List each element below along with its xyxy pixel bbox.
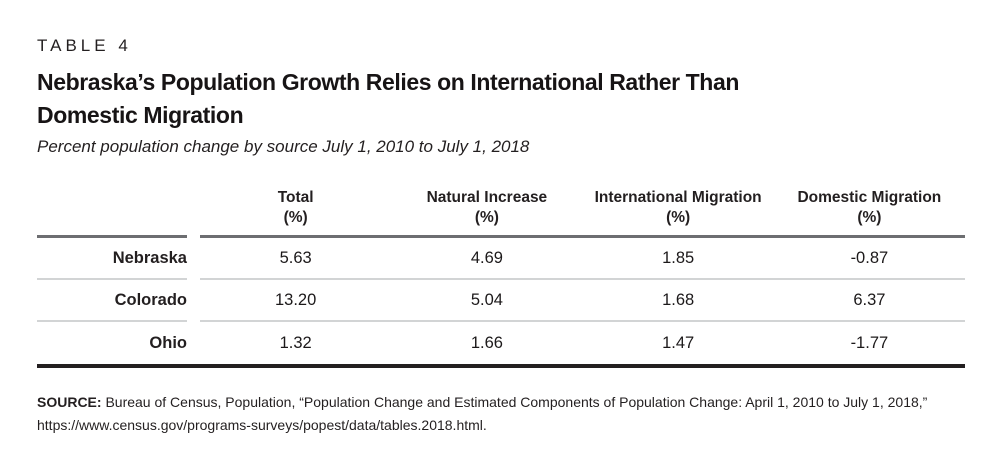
cell-natural-increase: 4.69 bbox=[470, 248, 503, 267]
row-rule-gap bbox=[187, 322, 200, 364]
column-header-unit: (%) bbox=[474, 209, 499, 226]
row-values: 5.63 4.69 1.85 -0.87 bbox=[200, 238, 965, 280]
table-row-colorado: Colorado 13.20 5.04 1.68 6.37 bbox=[37, 280, 965, 322]
cell-domestic-migration: -0.87 bbox=[850, 248, 889, 267]
row-values: 1.32 1.66 1.47 -1.77 bbox=[200, 322, 965, 364]
row-values: 13.20 5.04 1.68 6.37 bbox=[200, 280, 965, 322]
source-url: https://www.census.gov/programs-surveys/… bbox=[37, 417, 487, 433]
figure-subtitle: Percent population change by source July… bbox=[37, 137, 530, 156]
cell-natural-increase: 1.66 bbox=[470, 333, 503, 352]
column-header-unit: (%) bbox=[666, 209, 691, 226]
cell-international-migration: 1.85 bbox=[662, 248, 695, 267]
figure-title: Nebraska’s Population Growth Relies on I… bbox=[37, 66, 965, 132]
column-header-label: Domestic Migration bbox=[797, 189, 942, 206]
figure-title-line1: Nebraska’s Population Growth Relies on I… bbox=[37, 69, 739, 95]
column-header-natural-increase: Natural Increase (%) bbox=[391, 188, 582, 235]
header-cells: Total (%) Natural Increase (%) Internati… bbox=[200, 188, 965, 238]
header-row-label-spacer bbox=[37, 188, 187, 238]
header-rule-gap bbox=[187, 188, 200, 238]
cell-total: 1.32 bbox=[279, 333, 312, 352]
column-header-total: Total (%) bbox=[200, 188, 391, 235]
row-rule-gap bbox=[187, 238, 200, 280]
cell-international-migration: 1.68 bbox=[662, 290, 695, 309]
cell-domestic-migration: -1.77 bbox=[850, 333, 889, 352]
row-label: Ohio bbox=[149, 333, 187, 352]
column-header-label: Total bbox=[277, 189, 314, 206]
cell-total: 13.20 bbox=[274, 290, 317, 309]
column-header-international-migration: International Migration (%) bbox=[583, 188, 774, 235]
row-label: Colorado bbox=[37, 280, 187, 322]
table-row-nebraska: Nebraska 5.63 4.69 1.85 -0.87 bbox=[37, 238, 965, 280]
cell-total: 5.63 bbox=[279, 248, 312, 267]
row-label: Nebraska bbox=[37, 238, 187, 280]
column-header-label: International Migration bbox=[594, 189, 762, 206]
cell-domestic-migration: 6.37 bbox=[853, 290, 886, 309]
cell-natural-increase: 5.04 bbox=[470, 290, 503, 309]
data-table: Total (%) Natural Increase (%) Internati… bbox=[37, 188, 965, 368]
source-note: SOURCE: Bureau of Census, Population, “P… bbox=[37, 391, 965, 437]
column-header-unit: (%) bbox=[283, 209, 308, 226]
source-text: Bureau of Census, Population, “Populatio… bbox=[101, 394, 928, 410]
table-header-row: Total (%) Natural Increase (%) Internati… bbox=[37, 188, 965, 238]
row-rule-gap bbox=[187, 280, 200, 322]
table-row-ohio: Ohio 1.32 1.66 1.47 -1.77 bbox=[37, 322, 965, 364]
column-header-unit: (%) bbox=[857, 209, 882, 226]
figure-title-line2: Domestic Migration bbox=[37, 102, 244, 128]
table-kicker: TABLE 4 bbox=[37, 36, 132, 55]
column-header-domestic-migration: Domestic Migration (%) bbox=[774, 188, 965, 235]
source-label: SOURCE: bbox=[37, 394, 102, 410]
cell-international-migration: 1.47 bbox=[662, 333, 695, 352]
column-header-label: Natural Increase bbox=[426, 189, 548, 206]
